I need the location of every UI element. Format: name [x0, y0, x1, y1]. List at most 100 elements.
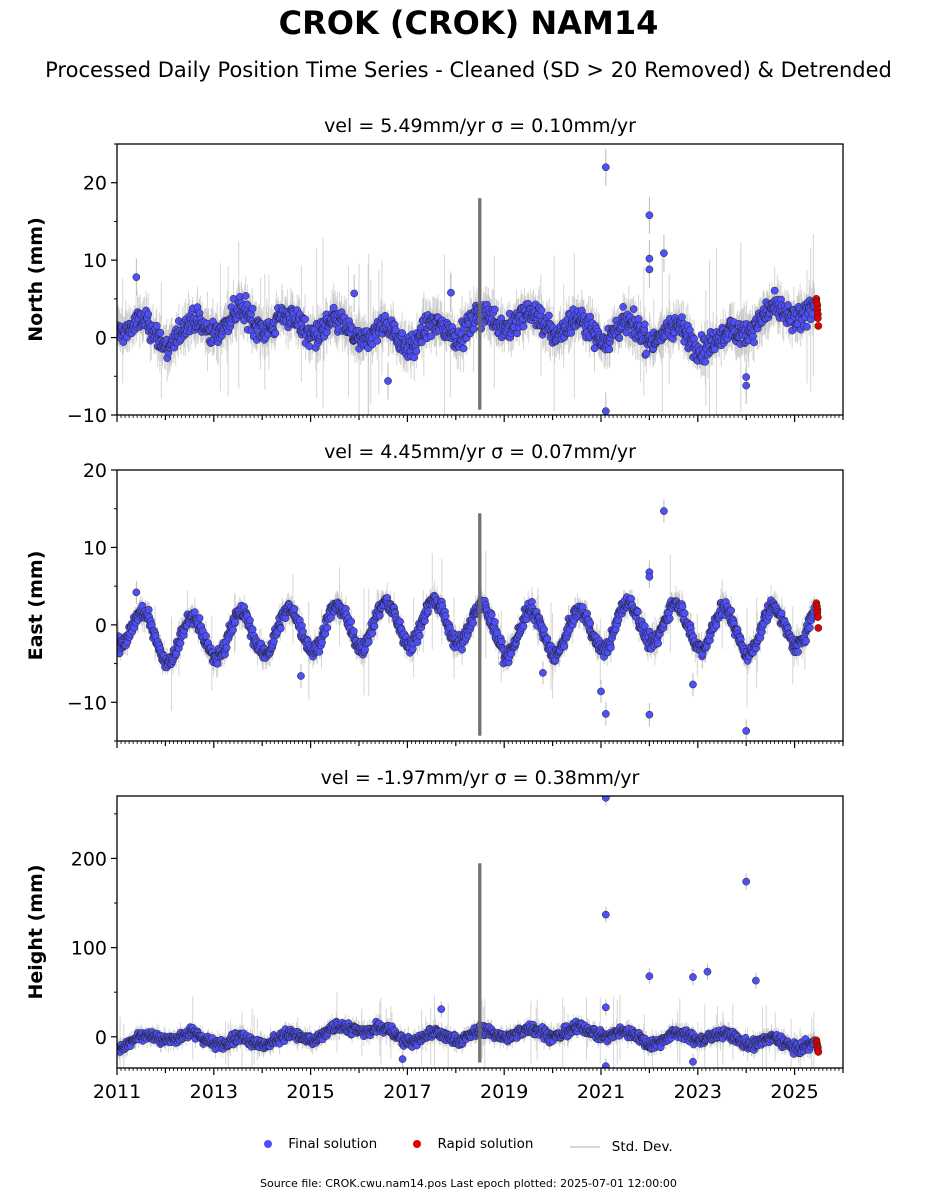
final-point: [391, 325, 400, 334]
final-point: [248, 625, 257, 634]
y-tick-label: 20: [83, 173, 107, 195]
final-point: [301, 315, 309, 324]
final-point: [190, 608, 199, 617]
final-point: [424, 607, 432, 616]
final-point: [329, 303, 338, 312]
final-point: [243, 300, 252, 309]
final-point: [678, 313, 686, 321]
final-point: [152, 321, 161, 330]
final-point: [144, 310, 153, 319]
outlier-point: [601, 163, 610, 172]
final-point: [195, 614, 204, 622]
final-point: [441, 612, 450, 620]
final-point: [222, 643, 231, 652]
final-point: [176, 639, 185, 648]
chart-title: CROK (CROK) NAM14: [278, 4, 659, 42]
final-point: [642, 349, 651, 358]
final-point: [271, 329, 280, 338]
final-point: [144, 605, 153, 614]
outlier-point: [645, 265, 654, 274]
final-point: [803, 322, 811, 331]
final-point: [459, 344, 468, 353]
final-point: [458, 645, 466, 654]
final-point: [373, 336, 382, 345]
final-point: [381, 311, 389, 320]
final-point: [213, 659, 222, 668]
final-point: [417, 338, 426, 347]
final-point: [202, 632, 210, 640]
outlier-point: [742, 373, 751, 381]
final-point: [701, 358, 710, 366]
chart-subtitle: Processed Daily Position Time Series - C…: [45, 58, 892, 82]
panel-north: −10 0 10 20 vel = 5.49mm/yr σ = 0.10mm/yr Nor…: [25, 115, 844, 427]
final-point: [640, 320, 649, 329]
final-point: [231, 618, 239, 626]
final-point: [490, 618, 499, 626]
final-solution-points: [117, 507, 819, 735]
final-point: [276, 624, 285, 633]
rapid-solution-points: [812, 295, 823, 330]
final-point: [246, 616, 254, 625]
outlier-point: [350, 289, 359, 298]
final-point: [229, 626, 237, 634]
final-point: [590, 344, 599, 353]
final-point: [156, 328, 165, 337]
std-dev-bars: [117, 148, 815, 415]
final-point: [750, 338, 758, 347]
outlier-point: [645, 254, 654, 263]
final-point: [305, 342, 314, 351]
final-point: [398, 329, 406, 337]
final-point: [290, 605, 299, 613]
final-point: [347, 617, 356, 626]
final-point: [412, 347, 421, 356]
plot-area: [117, 148, 823, 415]
final-point: [537, 306, 546, 315]
final-point: [315, 647, 324, 656]
outlier-point: [742, 381, 751, 390]
rapid-point: [814, 322, 823, 330]
final-point: [415, 631, 424, 640]
y-axis-label: North (mm): [25, 217, 47, 342]
final-point: [327, 613, 335, 622]
final-point: [241, 291, 250, 300]
outlier-point: [645, 211, 654, 220]
final-point: [519, 622, 528, 631]
final-point: [396, 617, 404, 626]
outlier-point: [601, 407, 610, 415]
final-point: [375, 611, 384, 620]
rapid-point: [813, 314, 822, 323]
final-point: [770, 286, 779, 295]
final-point: [567, 329, 576, 337]
final-point: [248, 304, 257, 313]
outlier-point: [132, 273, 141, 282]
final-point: [784, 301, 792, 309]
final-point: [634, 315, 643, 323]
final-point: [487, 610, 496, 619]
outlier-point: [447, 288, 455, 297]
final-point: [629, 305, 638, 313]
final-point: [545, 311, 553, 320]
final-point: [619, 303, 627, 311]
final-point: [370, 622, 379, 630]
outlier-point: [384, 377, 392, 385]
y-tick-label: 10: [83, 250, 107, 272]
final-point: [490, 305, 499, 314]
final-point: [615, 334, 624, 342]
final-point: [519, 322, 528, 331]
plot-area: [117, 499, 823, 741]
std-dev-band: [477, 198, 482, 410]
panel-title: vel = 5.49mm/yr σ = 0.10mm/yr: [324, 115, 636, 137]
final-point: [299, 627, 307, 636]
y-tick-label: −10: [67, 405, 107, 427]
final-point: [349, 627, 358, 636]
final-point: [469, 325, 478, 334]
final-solution-points: [117, 163, 819, 415]
final-point: [586, 312, 595, 321]
outlier-point: [660, 249, 668, 258]
y-tick-label: 0: [95, 328, 107, 350]
final-point: [318, 638, 326, 647]
final-point: [469, 619, 477, 628]
final-point: [427, 332, 436, 341]
